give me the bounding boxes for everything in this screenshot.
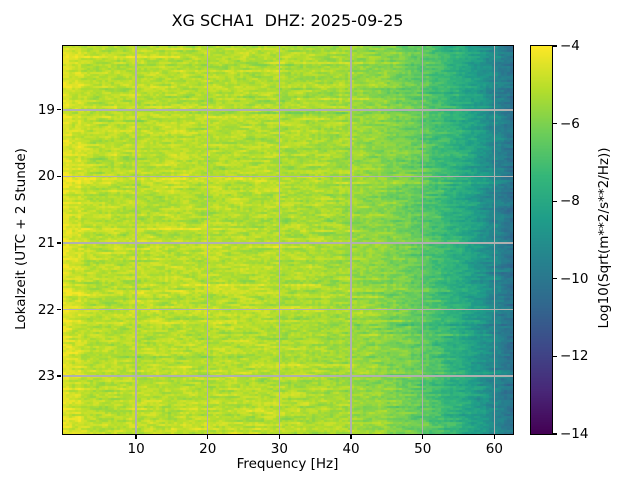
colorbar-tick-label: −8	[560, 193, 580, 210]
y-tick-label: 19	[37, 101, 55, 118]
plot-area	[62, 45, 514, 435]
colorbar	[530, 45, 553, 435]
colorbar-tick-mark	[553, 278, 557, 280]
y-tick-mark	[57, 109, 61, 111]
spectrogram-image	[63, 46, 513, 434]
y-tick-label: 23	[37, 368, 55, 385]
gridline-vertical	[278, 46, 281, 434]
colorbar-tick-label: −4	[560, 38, 580, 54]
x-tick-mark	[278, 435, 280, 439]
gridline-horizontal	[63, 308, 513, 311]
y-tick-mark	[57, 175, 61, 178]
y-tick-mark	[57, 308, 61, 311]
colorbar-tick-mark	[553, 45, 557, 47]
gridline-vertical	[135, 46, 137, 434]
colorbar-tick-mark	[553, 123, 557, 125]
x-tick-label: 50	[414, 441, 432, 457]
colorbar-tick-label: −12	[560, 348, 589, 365]
x-tick-mark	[135, 435, 137, 439]
y-tick-label: 21	[37, 234, 55, 251]
x-tick-label: 10	[127, 441, 145, 457]
x-tick-mark	[493, 435, 495, 439]
gridline-horizontal	[63, 375, 513, 377]
x-tick-label: 60	[485, 441, 503, 457]
colorbar-tick-label: −6	[560, 115, 580, 132]
y-tick-mark	[57, 242, 61, 244]
colorbar-tick-label: −10	[560, 270, 589, 287]
gridline-vertical	[422, 46, 424, 434]
colorbar-tick-label: −14	[560, 426, 589, 442]
colorbar-tick-mark	[553, 433, 557, 435]
gridline-vertical	[350, 46, 352, 434]
x-tick-label: 30	[270, 441, 288, 457]
x-tick-mark	[422, 435, 424, 439]
gridline-vertical	[207, 46, 209, 434]
colorbar-tick-mark	[553, 200, 557, 202]
colorbar-axis-label: Log10(Sqrt(m**2/s**2/Hz))	[596, 147, 612, 329]
x-tick-label: 20	[199, 441, 217, 457]
x-axis-label: Frequency [Hz]	[236, 456, 339, 472]
grid-layer	[63, 46, 513, 434]
y-tick-mark	[57, 375, 61, 377]
gridline-vertical	[493, 46, 496, 434]
gridline-horizontal	[63, 242, 513, 244]
gridline-horizontal	[63, 175, 513, 178]
colorbar-tick-mark	[553, 355, 557, 357]
x-tick-mark	[207, 435, 209, 439]
x-tick-mark	[350, 435, 352, 439]
gridline-horizontal	[63, 109, 513, 111]
x-tick-label: 40	[342, 441, 360, 457]
y-tick-label: 22	[37, 301, 55, 318]
y-axis-label: Lokalzeit (UTC + 2 Stunde)	[13, 148, 29, 330]
colorbar-gradient	[531, 46, 552, 434]
y-tick-label: 20	[37, 168, 55, 185]
chart-title: XG SCHA1 DHZ: 2025-09-25	[171, 11, 404, 30]
